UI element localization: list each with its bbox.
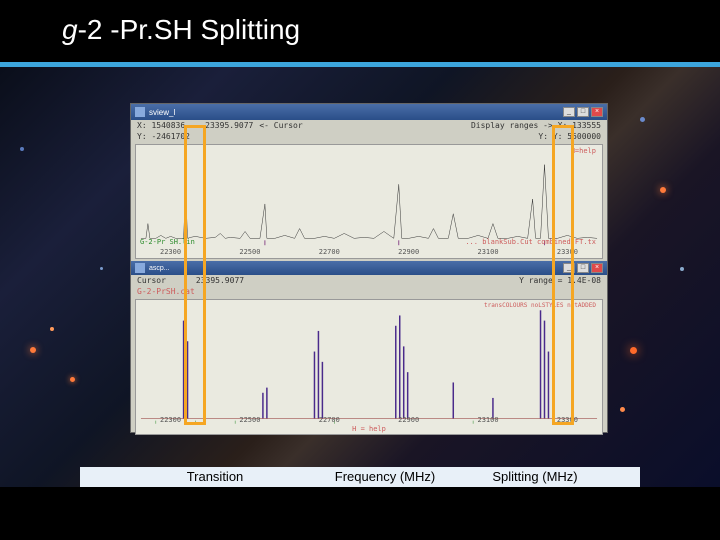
spectrum-svg-bot xyxy=(136,300,602,434)
bg-star xyxy=(50,327,54,331)
bg-star xyxy=(680,267,684,271)
table-row: 7 4 3 ← 7 3 4 (+ -) 22229. 60 1050. 01 xyxy=(80,485,640,487)
tick: 22500 xyxy=(239,416,260,424)
disp-label: Display ranges -> X: xyxy=(471,121,567,130)
mid-yval: 1.4E-08 xyxy=(567,276,601,285)
title-bar: g-2 -Pr.SH Splitting xyxy=(0,0,720,62)
file-label-bot: G-2-PrSH.cat xyxy=(137,287,195,296)
tick: 23300 xyxy=(557,416,578,424)
td-freq: 22229. 60 xyxy=(310,487,460,488)
title-italic: g xyxy=(62,14,78,45)
minimize-button[interactable]: _ xyxy=(563,263,575,273)
window-buttons: _ □ × xyxy=(563,263,603,273)
mid-freq: 23395.9077 xyxy=(196,276,244,285)
spectrum-window: sview_l _ □ × X: 1540836 23395.9077 <- C… xyxy=(130,103,608,433)
status-line-1: X: 1540836 23395.9077 <- Cursor Display … xyxy=(131,120,607,131)
tick: 22500 xyxy=(239,248,260,256)
window-titlebar[interactable]: sview_l _ □ × xyxy=(131,104,607,120)
close-button[interactable]: × xyxy=(591,263,603,273)
cursor-x: X: 1540836 xyxy=(137,121,185,130)
cursor-freq: 23395.9077 xyxy=(205,121,253,130)
maximize-button[interactable]: □ xyxy=(577,107,589,117)
colours-note: transCOLOURS noLSTYLES notADDED xyxy=(484,302,596,309)
content-area: sview_l _ □ × X: 1540836 23395.9077 <- C… xyxy=(0,67,720,487)
bg-star xyxy=(620,407,625,412)
bg-star xyxy=(100,267,103,270)
tick: 23300 xyxy=(557,248,578,256)
slide-title: g-2 -Pr.SH Splitting xyxy=(62,14,720,46)
tick: 22300 xyxy=(160,416,181,424)
close-button[interactable]: × xyxy=(591,107,603,117)
th-splitting: Splitting (MHz) xyxy=(460,469,610,484)
th-transition: Transition xyxy=(180,469,250,484)
td-arrow: ← xyxy=(150,487,180,488)
mid-cursor-label: Cursor xyxy=(137,276,166,285)
bg-star xyxy=(630,347,637,354)
file-label-top: G-2-Pr SH.lin xyxy=(140,238,195,246)
status-line-3: Cursor 23395.9077 Y range = 1.4E-08 xyxy=(131,275,607,286)
help-label: H=help xyxy=(571,147,596,155)
transition-table: Transition Frequency (MHz) Splitting (MH… xyxy=(80,467,640,487)
mid-yrange-label: Y range = xyxy=(519,276,562,285)
window-buttons: _ □ × xyxy=(563,107,603,117)
tick: 23100 xyxy=(478,248,499,256)
xaxis-top: 22300 22500 22700 22900 23100 23300 xyxy=(140,248,598,256)
window-icon xyxy=(135,107,145,117)
spectrum-panel-bottom[interactable]: transCOLOURS noLSTYLES notADDED 22300 22… xyxy=(135,299,603,435)
tick: 22700 xyxy=(319,416,340,424)
file-note: ... blankSub.Cut combined FT.tx xyxy=(465,238,596,246)
tick: 22700 xyxy=(319,248,340,256)
maximize-button[interactable]: □ xyxy=(577,263,589,273)
td-q1: 7 4 3 xyxy=(80,487,150,488)
title-rest: -2 -Pr.SH Splitting xyxy=(78,14,301,45)
window-title: sview_l xyxy=(149,108,175,117)
cursor-label: <- Cursor xyxy=(259,121,302,130)
xaxis-bot: 22300 22500 22700 22900 23100 23300 xyxy=(140,416,598,424)
table-header-row: Transition Frequency (MHz) Splitting (MH… xyxy=(80,467,640,485)
tick: 22900 xyxy=(398,248,419,256)
th-frequency: Frequency (MHz) xyxy=(310,469,460,484)
help-bottom: H = help xyxy=(352,425,386,433)
tick: 22900 xyxy=(398,416,419,424)
slide-root: g-2 -Pr.SH Splitting sview_l _ □ × xyxy=(0,0,720,540)
bg-star xyxy=(70,377,75,382)
td-q2: 7 3 4 xyxy=(180,487,250,488)
bg-star xyxy=(20,147,24,151)
bg-star xyxy=(640,117,645,122)
window-icon xyxy=(135,263,145,273)
minimize-button[interactable]: _ xyxy=(563,107,575,117)
tick: 23100 xyxy=(478,416,499,424)
status-line-2: Y: -2461702 Y: Y: 5500000 xyxy=(131,131,607,142)
td-sym: (+ -) xyxy=(250,487,310,488)
bg-star xyxy=(30,347,36,353)
status-line-4: G-2-PrSH.cat xyxy=(131,286,607,297)
bg-star xyxy=(660,187,666,193)
disp-y: Y: 5500000 xyxy=(553,132,601,141)
cursor-y: Y: -2461702 xyxy=(137,132,190,141)
mid-titlebar[interactable]: ascp... _ □ × xyxy=(131,261,607,275)
tick: 22300 xyxy=(160,248,181,256)
spectrum-panel-top[interactable]: 22300 22500 22700 22900 23100 23300 G-2-… xyxy=(135,144,603,259)
disp-x: 133555 xyxy=(572,121,601,130)
